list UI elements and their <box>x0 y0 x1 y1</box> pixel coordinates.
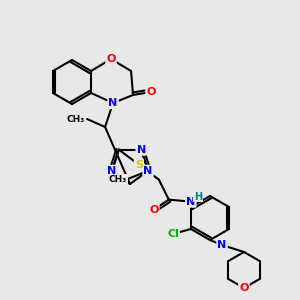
Text: N: N <box>136 145 146 154</box>
Text: N: N <box>107 166 117 176</box>
Text: O: O <box>239 283 249 293</box>
Text: CH₃: CH₃ <box>109 176 127 184</box>
Text: S: S <box>135 160 143 170</box>
Text: Cl: Cl <box>167 229 179 239</box>
Text: N: N <box>108 98 118 108</box>
Text: O: O <box>146 87 156 97</box>
Text: O: O <box>149 205 158 214</box>
Text: N: N <box>218 240 226 250</box>
Text: N: N <box>186 196 196 207</box>
Text: H: H <box>194 192 202 202</box>
Text: O: O <box>106 54 116 64</box>
Text: N: N <box>143 166 153 176</box>
Text: CH₃: CH₃ <box>67 115 85 124</box>
